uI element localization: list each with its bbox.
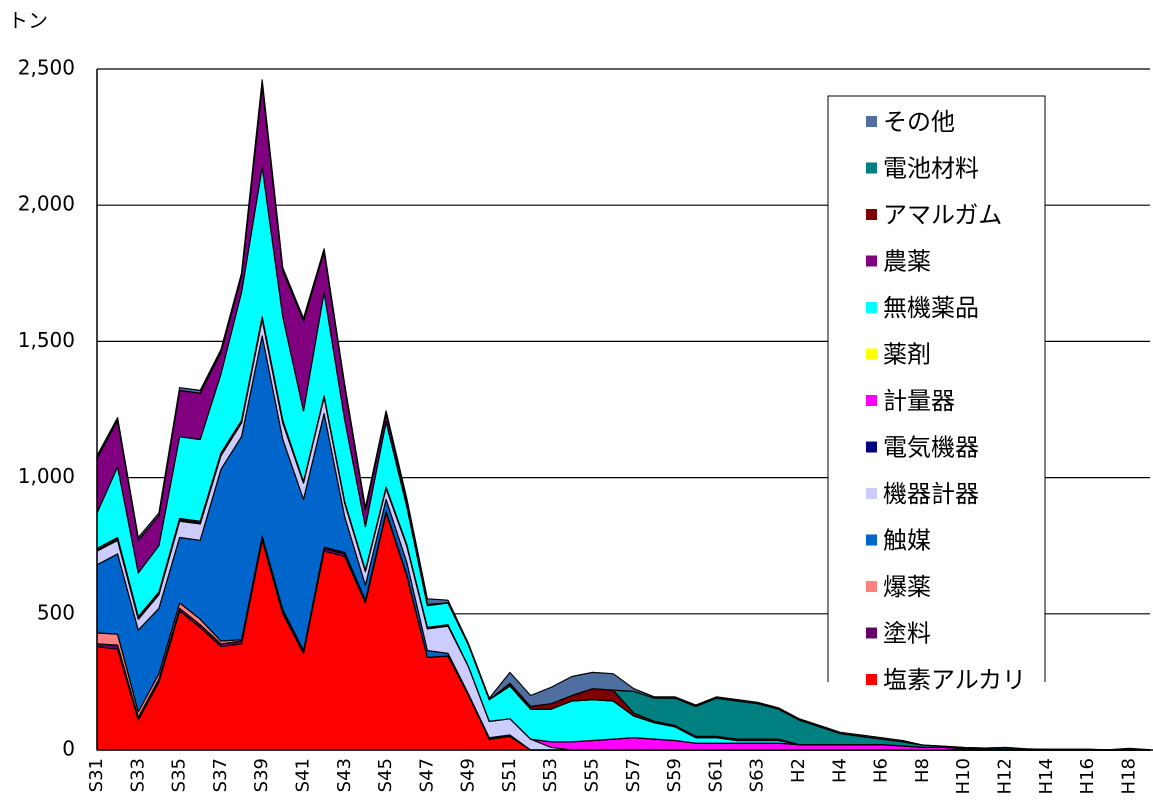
x-tick-label: S45 xyxy=(375,758,396,792)
x-tick-label: H8 xyxy=(912,758,933,783)
x-tick-label: S41 xyxy=(292,758,313,792)
x-tick-label: S37 xyxy=(210,758,231,792)
y-tick-label: 2,500 xyxy=(18,56,75,80)
x-tick-label: H2 xyxy=(788,758,809,783)
x-tick-label: H16 xyxy=(1077,758,1098,794)
x-tick-label: S51 xyxy=(499,758,520,792)
legend-label: 機器計器 xyxy=(883,480,979,508)
legend-swatch xyxy=(866,627,877,639)
x-tick-label: S35 xyxy=(169,758,190,792)
x-tick-label: S57 xyxy=(623,758,644,792)
legend-swatch xyxy=(866,674,877,685)
x-tick-label: S49 xyxy=(458,758,479,792)
x-tick-label: S47 xyxy=(416,758,437,792)
x-tick-label: S43 xyxy=(334,758,355,792)
legend-label: 無機薬品 xyxy=(883,294,979,322)
legend-swatch xyxy=(866,441,877,453)
legend-label: 塩素アルカリ xyxy=(883,666,1026,694)
legend-swatch xyxy=(866,162,877,174)
x-tick-label: S61 xyxy=(705,758,726,792)
x-tick-label: H4 xyxy=(829,758,850,783)
x-tick-label: S53 xyxy=(540,758,561,792)
x-tick-label: H12 xyxy=(994,758,1015,794)
legend-label: 塗料 xyxy=(883,620,931,648)
x-tick-label: S31 xyxy=(86,758,107,792)
legend-swatch xyxy=(866,255,877,267)
legend-label: 触媒 xyxy=(883,527,931,555)
legend-swatch xyxy=(866,348,877,360)
x-tick-label: S59 xyxy=(664,758,685,792)
x-tick-label: H10 xyxy=(953,758,974,794)
legend-label: 農薬 xyxy=(883,248,931,276)
y-tick-label: 1,500 xyxy=(18,328,75,352)
y-axis-label: トン xyxy=(8,9,48,33)
legend-swatch xyxy=(866,488,877,499)
y-tick-label: 1,000 xyxy=(18,464,75,488)
y-tick-label: 2,000 xyxy=(18,192,75,216)
x-tick-label: S39 xyxy=(251,758,272,792)
x-tick-label: S63 xyxy=(747,758,768,792)
legend-swatch xyxy=(866,581,877,592)
legend-label: 薬剤 xyxy=(883,341,931,369)
legend-label: その他 xyxy=(883,108,955,136)
legend-label: 爆薬 xyxy=(883,573,931,601)
legend-swatch xyxy=(866,534,877,546)
legend-swatch xyxy=(866,209,877,220)
y-tick-label: 500 xyxy=(37,600,75,624)
x-tick-label: S33 xyxy=(127,758,148,792)
legend-label: 電池材料 xyxy=(883,155,979,183)
legend-swatch xyxy=(866,395,877,406)
x-tick-label: H14 xyxy=(1036,758,1057,794)
x-tick-label: H18 xyxy=(1118,758,1139,794)
legend-box xyxy=(827,95,1046,684)
x-tick-label: H6 xyxy=(871,758,892,783)
x-tick-label: S55 xyxy=(582,758,603,792)
legend-label: 計量器 xyxy=(883,387,955,415)
legend-swatch xyxy=(866,116,877,127)
legend-bg xyxy=(827,682,1046,688)
legend-label: 電気機器 xyxy=(883,434,979,462)
legend-label: アマルガム xyxy=(883,201,1002,229)
legend-swatch xyxy=(866,302,877,313)
y-tick-label: 0 xyxy=(62,737,75,761)
